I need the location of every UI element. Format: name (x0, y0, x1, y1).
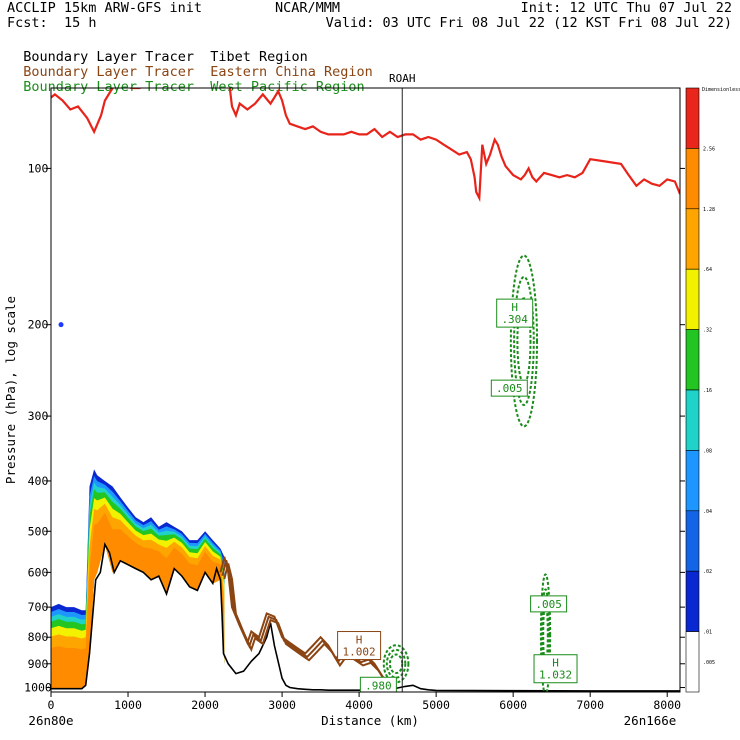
value-label-box (496, 298, 534, 328)
colorbar-label: 1.28 (703, 207, 715, 213)
tracer-label: Boundary Layer Tracer (23, 79, 194, 95)
tracer-region: West Pacific Region (210, 79, 365, 95)
x-tick-label: 6000 (499, 698, 527, 712)
x-tick-label: 2000 (191, 698, 219, 712)
tracer-region: Eastern China Region (210, 64, 373, 80)
tracer-region: Tibet Region (210, 49, 308, 65)
y-tick-label: 1000 (24, 681, 52, 695)
eastern-china-tracer-line (221, 559, 393, 690)
colorbar-swatch (685, 268, 700, 330)
left-endpoint: 26n80e (28, 713, 73, 728)
colorbar-swatch (685, 631, 700, 693)
axes: ROAH 100 200 300 400 500 600 700 800 900 1000 0 1000… (3, 72, 685, 728)
value-label-text: 1.002 (343, 646, 376, 659)
colorbar-label: 2.56 (703, 146, 715, 152)
init-time: Init: 12 UTC Thu 07 Jul 22 (520, 0, 732, 16)
value-label-text: H (511, 301, 518, 314)
value-label-text: 1.032 (539, 669, 572, 682)
tracer-label: Boundary Layer Tracer (23, 64, 194, 80)
colorbar: Dimensionless 2.56 1.28 .64 .32 .16 .08 .04 .02.… (685, 87, 740, 693)
y-tick-label: 300 (28, 409, 49, 423)
value-label-box (533, 654, 578, 684)
value-label-text: H (552, 657, 559, 670)
value-label-text: H (356, 634, 363, 647)
y-tick-label: 100 (28, 161, 49, 175)
model-title: ACCLIP 15km ARW-GFS init (7, 0, 203, 16)
colorbar-label: .64 (703, 267, 712, 273)
eastern-china-tracer-line (223, 563, 395, 692)
tracer-label: Boundary Layer Tracer (23, 49, 194, 65)
value-label-text: .980 (365, 679, 392, 692)
x-tick-label: 7000 (576, 698, 604, 712)
colorbar-label: .16 (703, 388, 712, 394)
colorbar-swatch (685, 570, 700, 632)
west-pacific-contour (382, 644, 410, 684)
tropopause-line (51, 88, 680, 203)
y-axis-title: Pressure (hPa), log scale (3, 296, 18, 484)
y-tick-label: 900 (28, 657, 49, 671)
x-tick-label: 4000 (345, 698, 373, 712)
colorbar-label: .005 (703, 660, 715, 666)
right-endpoint: 26n166e (624, 713, 677, 728)
plot-border (50, 87, 681, 693)
west-pacific-contour (513, 275, 535, 407)
fcst-label: Fcst: (7, 15, 48, 31)
fcst-value: 15 h (64, 15, 97, 31)
tracer-legend-eastern-china: Boundary Layer Tracer Eastern China Regi… (7, 50, 373, 80)
colorbar-swatch (685, 329, 700, 391)
x-tick-label: 0 (48, 698, 55, 712)
y-tick-label: 200 (28, 318, 49, 332)
colorbar-label: .32 (703, 328, 712, 334)
eastern-china-tracer-line (219, 556, 391, 686)
west-pacific-contour (516, 297, 532, 385)
colorbar-swatch (685, 208, 700, 270)
tracer-legend-tibet: Boundary Layer Tracer Tibet Region (7, 35, 308, 65)
colorbar-label: .01 (703, 630, 712, 636)
y-tick-label: 500 (28, 524, 49, 538)
colorbar-swatch (685, 450, 700, 512)
x-tick-label: 8000 (653, 698, 681, 712)
colorbar-label: .08 (703, 448, 712, 454)
value-label-box (530, 595, 568, 613)
value-label-box (359, 676, 397, 692)
west-pacific-contour (539, 573, 552, 692)
colorbar-label: .04 (703, 509, 712, 515)
value-label-box (337, 631, 382, 661)
x-tick-label: 5000 (422, 698, 450, 712)
tibet-tracer-band (51, 512, 225, 689)
valid-time: Valid: 03 UTC Fri 08 Jul 22 (12 KST Fri … (325, 15, 732, 31)
x-axis-title: Distance (km) (321, 713, 419, 728)
tracer-legend-west-pacific: Boundary Layer Tracer West Pacific Regio… (7, 65, 365, 95)
colorbar-swatch (685, 510, 700, 572)
colorbar-swatch (685, 389, 700, 451)
plot-frame (50, 87, 681, 693)
y-tick-label: 800 (28, 630, 49, 644)
x-tick-label: 3000 (268, 698, 296, 712)
value-label-text: .304 (501, 313, 528, 326)
west-pacific-contour (509, 254, 539, 428)
y-tick-label: 400 (28, 474, 49, 488)
colorbar-swatch (685, 87, 700, 149)
west-pacific-contour (388, 653, 404, 675)
colorbar-swatch (685, 148, 700, 210)
org-name: NCAR/MMM (275, 0, 341, 16)
y-tick-label: 700 (28, 600, 49, 614)
value-label-box (490, 379, 528, 397)
tracer-blob (58, 322, 64, 328)
value-label-text: .005 (496, 382, 523, 395)
value-label-text: .005 (535, 598, 562, 611)
colorbar-title: Dimensionless (702, 87, 740, 93)
y-tick-label: 600 (28, 565, 49, 579)
x-tick-label: 1000 (114, 698, 142, 712)
colorbar-label: .02 (703, 569, 712, 575)
west-pacific-contour (385, 648, 407, 679)
marker-label: ROAH (389, 72, 416, 85)
